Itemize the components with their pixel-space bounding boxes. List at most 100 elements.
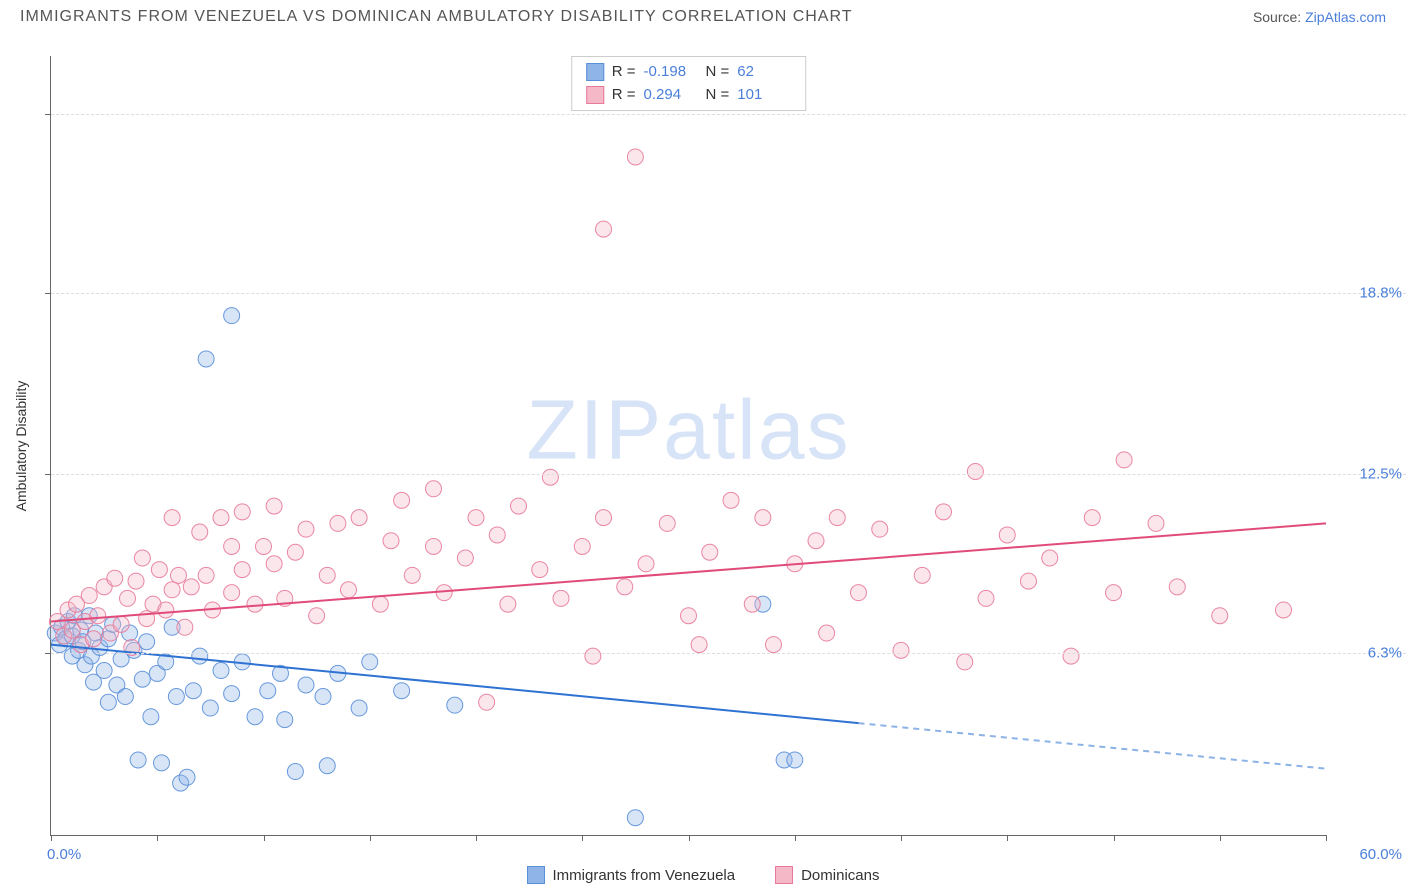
data-point-venezuela (224, 308, 240, 324)
data-point-dominicans (1169, 579, 1185, 595)
legend-swatch (586, 86, 604, 104)
x-tick (1220, 835, 1221, 841)
data-point-venezuela (627, 810, 643, 826)
data-point-dominicans (893, 642, 909, 658)
y-tick (45, 293, 51, 294)
data-point-venezuela (787, 752, 803, 768)
data-point-venezuela (277, 712, 293, 728)
data-point-dominicans (351, 510, 367, 526)
data-point-dominicans (198, 567, 214, 583)
data-point-dominicans (151, 562, 167, 578)
data-point-dominicans (819, 625, 835, 641)
data-point-dominicans (128, 573, 144, 589)
data-point-dominicans (479, 694, 495, 710)
legend-swatch (775, 866, 793, 884)
data-point-venezuela (319, 758, 335, 774)
grid-line (51, 114, 1406, 115)
x-tick (370, 835, 371, 841)
data-point-dominicans (755, 510, 771, 526)
data-point-dominicans (158, 602, 174, 618)
data-point-dominicans (120, 590, 136, 606)
data-point-dominicans (617, 579, 633, 595)
data-point-dominicans (247, 596, 263, 612)
data-point-dominicans (404, 567, 420, 583)
data-point-venezuela (198, 351, 214, 367)
legend-item-venezuela: Immigrants from Venezuela (527, 866, 736, 884)
y-tick-label: 6.3% (1368, 645, 1402, 662)
data-point-dominicans (1148, 515, 1164, 531)
series-legend: Immigrants from Venezuela Dominicans (0, 866, 1406, 884)
x-tick-label: 60.0% (1359, 846, 1402, 863)
data-point-dominicans (330, 515, 346, 531)
data-point-venezuela (362, 654, 378, 670)
n-label: N = (706, 84, 730, 107)
legend-row: R = -0.198N = 62 (586, 61, 792, 84)
data-point-venezuela (298, 677, 314, 693)
data-point-dominicans (808, 533, 824, 549)
data-point-dominicans (1084, 510, 1100, 526)
data-point-venezuela (202, 700, 218, 716)
x-tick (1114, 835, 1115, 841)
n-value: 62 (737, 61, 791, 84)
y-tick (45, 114, 51, 115)
data-point-dominicans (596, 510, 612, 526)
data-point-dominicans (266, 556, 282, 572)
source-link[interactable]: ZipAtlas.com (1305, 9, 1386, 25)
x-tick (582, 835, 583, 841)
data-point-dominicans (394, 492, 410, 508)
data-point-venezuela (139, 634, 155, 650)
data-point-venezuela (213, 663, 229, 679)
x-tick-label: 0.0% (47, 846, 81, 863)
data-point-dominicans (192, 524, 208, 540)
data-point-venezuela (168, 689, 184, 705)
data-point-dominicans (500, 596, 516, 612)
data-point-dominicans (1106, 585, 1122, 601)
data-point-dominicans (691, 637, 707, 653)
data-point-venezuela (134, 671, 150, 687)
grid-line (51, 653, 1406, 654)
data-point-dominicans (81, 588, 97, 604)
legend-row: R = 0.294N = 101 (586, 84, 792, 107)
data-point-venezuela (260, 683, 276, 699)
x-tick (264, 835, 265, 841)
y-axis-label: Ambulatory Disability (13, 380, 29, 511)
y-tick (45, 653, 51, 654)
data-point-dominicans (113, 616, 129, 632)
data-point-dominicans (309, 608, 325, 624)
data-point-dominicans (744, 596, 760, 612)
data-point-dominicans (936, 504, 952, 520)
data-point-dominicans (574, 538, 590, 554)
data-point-dominicans (872, 521, 888, 537)
data-point-dominicans (1063, 648, 1079, 664)
chart-title: IMMIGRANTS FROM VENEZUELA VS DOMINICAN A… (20, 8, 853, 26)
data-point-venezuela (315, 689, 331, 705)
legend-label: Immigrants from Venezuela (553, 867, 736, 884)
legend-label: Dominicans (801, 867, 879, 884)
data-point-dominicans (1021, 573, 1037, 589)
chart-header: IMMIGRANTS FROM VENEZUELA VS DOMINICAN A… (0, 0, 1406, 30)
x-tick (1326, 835, 1327, 841)
data-point-venezuela (185, 683, 201, 699)
data-point-dominicans (1116, 452, 1132, 468)
data-point-dominicans (967, 463, 983, 479)
data-point-dominicans (851, 585, 867, 601)
data-point-dominicans (957, 654, 973, 670)
y-tick-label: 18.8% (1359, 284, 1402, 301)
data-point-venezuela (247, 709, 263, 725)
data-point-venezuela (351, 700, 367, 716)
data-point-venezuela (287, 764, 303, 780)
data-point-dominicans (383, 533, 399, 549)
data-point-dominicans (1212, 608, 1228, 624)
data-point-dominicans (702, 544, 718, 560)
data-point-dominicans (542, 469, 558, 485)
data-point-dominicans (681, 608, 697, 624)
data-point-dominicans (489, 527, 505, 543)
data-point-dominicans (183, 579, 199, 595)
data-point-dominicans (638, 556, 654, 572)
data-point-venezuela (96, 663, 112, 679)
legend-swatch (586, 63, 604, 81)
data-point-venezuela (130, 752, 146, 768)
data-point-dominicans (1042, 550, 1058, 566)
grid-line (51, 474, 1406, 475)
legend-item-dominicans: Dominicans (775, 866, 879, 884)
